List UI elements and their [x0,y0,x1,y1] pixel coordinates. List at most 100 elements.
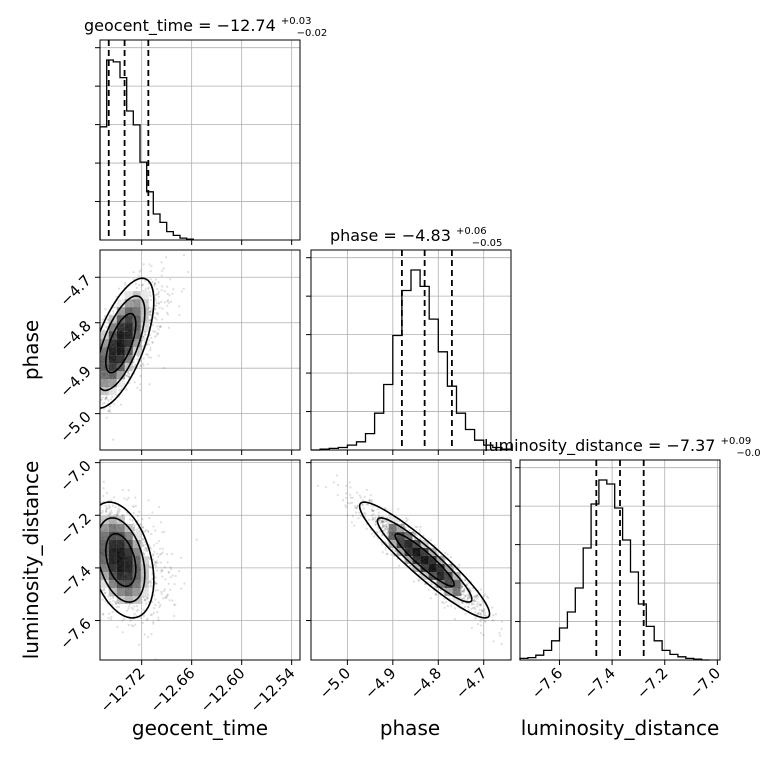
sample-point [93,530,95,532]
density-cell [116,331,125,340]
sample-point [96,361,98,363]
sample-point [125,388,128,391]
density-cell [452,580,461,588]
sample-point [117,507,120,510]
sample-point [117,287,121,290]
sample-point [446,553,449,556]
sample-point [97,369,99,371]
sample-point [161,307,164,310]
sample-point [86,384,88,386]
sample-point [160,261,163,264]
sample-point [97,532,99,534]
sample-point [381,520,384,524]
sample-point [91,567,93,569]
sample-point [153,282,157,285]
density-cell [436,564,445,572]
density-cell [100,371,109,380]
density-cell [140,588,149,596]
sample-point [136,358,139,361]
sample-point [117,511,120,515]
xtick-label-luminosity-distance-0: −7.6 [528,664,566,702]
ytick-label-luminosity-distance-1: −7.4 [56,562,94,600]
hist-geocent-time-frame [99,39,301,241]
sample-point [474,611,477,614]
sample-point [463,605,466,609]
sample-point [82,545,84,547]
sample-point [127,375,131,378]
sample-point [479,618,482,621]
sample-point [498,631,501,635]
sample-point [152,611,156,615]
sample-point [75,490,77,492]
sample-point [93,359,95,361]
sample-point [380,521,383,524]
sample-point [431,583,434,586]
sample-point [132,528,135,532]
sample-point [142,526,145,529]
density-cell [124,323,133,332]
sample-point [155,582,158,585]
density-cell [108,540,117,548]
sample-point [174,574,177,578]
sample-point [359,496,362,499]
sample-point [149,278,152,281]
sample-point [372,509,375,512]
sample-point [479,624,482,627]
sample-point [142,335,145,338]
sample-point [96,508,98,510]
sample-point [394,549,397,553]
sample-point [472,595,476,598]
sample-point [157,295,160,298]
sample-point [144,330,147,333]
sample-point [155,318,158,321]
sample-point [134,496,137,499]
sample-point [368,518,371,522]
sample-point [112,312,115,315]
sample-point [476,613,479,616]
sample-point [97,549,99,551]
sample-point [378,514,381,517]
density-cell [108,556,117,564]
sample-point [147,530,150,533]
sample-point [165,553,169,556]
sample-point [492,619,495,622]
sample-point [429,597,432,600]
sample-point [97,466,99,468]
sample-point [336,474,339,477]
sample-point [89,393,91,395]
sample-point [132,625,135,628]
density-cell [132,572,141,580]
sample-point [107,410,110,413]
sample-point [93,382,95,384]
sample-point [154,529,157,532]
sample-point [132,511,135,515]
sample-point [92,349,94,351]
title-luminosity-distance: luminosity_distance = −7.37 +0.09 −0.09 [484,429,760,459]
sample-point [171,599,174,602]
sample-point [147,339,150,342]
sample-point [97,555,99,557]
sample-point [89,528,91,530]
density-cell [108,387,117,396]
sample-point [143,544,146,547]
sample-point [164,597,167,600]
sample-point [151,280,154,284]
sample-point [381,524,384,527]
sample-point [365,488,368,491]
sample-point [114,602,117,605]
sample-point [154,565,158,568]
sample-point [370,514,373,517]
density-cell [124,548,133,556]
xtick-label-phase-1: −4.9 [361,664,399,702]
sample-point [485,615,488,618]
sample-point [149,613,152,617]
sample-point [475,595,478,598]
sample-point [178,305,181,308]
sample-point [116,509,119,512]
sample-point [144,287,147,290]
sample-point [390,553,393,556]
sample-point [434,584,437,587]
density-cell [428,556,437,564]
sample-point [166,594,169,597]
sample-point [149,299,153,302]
